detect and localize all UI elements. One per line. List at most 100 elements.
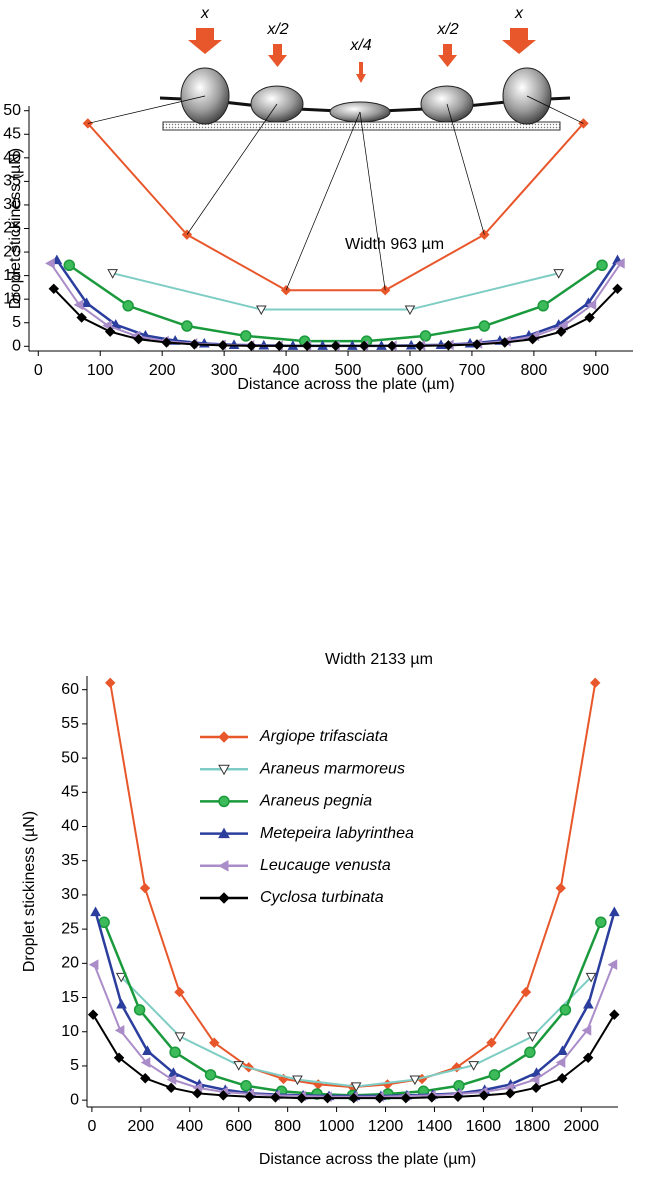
marker	[73, 299, 84, 311]
marker	[558, 320, 568, 331]
marker	[348, 1092, 359, 1104]
marker	[296, 1092, 307, 1104]
y-tick-label: 30	[61, 886, 79, 903]
marker	[142, 1045, 153, 1056]
marker	[404, 305, 416, 316]
marker	[45, 258, 55, 269]
marker	[113, 1052, 125, 1063]
marker	[414, 340, 426, 352]
y-tick-label: 40	[3, 149, 21, 166]
x-tick-label: 400	[176, 1118, 203, 1135]
marker	[217, 859, 229, 872]
connector	[186, 103, 278, 235]
y-tick-label: 15	[3, 267, 21, 284]
y-tick-label: 30	[3, 196, 21, 213]
marker	[409, 1075, 421, 1086]
diagram: x x/2 x/4 x/2 x	[159, 5, 571, 131]
x-tick-label: 800	[521, 362, 548, 379]
marker	[209, 1037, 220, 1048]
marker	[218, 731, 230, 743]
marker	[537, 300, 549, 312]
marker	[218, 764, 230, 776]
marker	[555, 326, 567, 337]
marker	[555, 882, 566, 894]
marker	[88, 959, 99, 971]
marker	[504, 1088, 516, 1099]
series-line	[87, 122, 585, 292]
y-tick-label: 50	[61, 749, 79, 766]
marker	[559, 1004, 572, 1016]
marker	[244, 1091, 255, 1102]
marker	[557, 1073, 568, 1084]
x-tick-label: 1000	[319, 1118, 355, 1135]
marker	[499, 337, 510, 348]
legend-label: Araneus marmoreus	[259, 760, 405, 777]
marker	[76, 312, 87, 323]
marker	[524, 1046, 536, 1059]
marker	[246, 340, 257, 352]
series-line	[112, 272, 559, 311]
y-axis-title: Droplet stickiness (µN)	[7, 148, 24, 309]
series-line	[102, 921, 603, 1097]
marker	[609, 1009, 620, 1020]
marker	[426, 1092, 437, 1103]
load-label: x/2	[266, 21, 288, 38]
marker	[87, 1009, 99, 1020]
x-tick-label: 500	[335, 362, 362, 379]
marker	[274, 340, 285, 352]
marker	[322, 1092, 333, 1104]
y-tick-label: 45	[61, 784, 79, 801]
marker	[596, 259, 608, 271]
marker	[218, 892, 230, 904]
marker	[584, 312, 595, 323]
x-tick-label: 900	[582, 362, 609, 379]
marker	[527, 334, 538, 345]
x-tick-label: 100	[87, 362, 114, 379]
load-arrow	[268, 44, 287, 67]
marker	[382, 1079, 393, 1090]
marker	[63, 259, 76, 271]
marker	[486, 1037, 497, 1048]
load-label: x/4	[349, 37, 371, 54]
marker	[133, 334, 144, 345]
connector	[526, 95, 584, 124]
marker	[114, 1025, 125, 1036]
x-tick-label: 0	[34, 362, 43, 379]
marker	[161, 337, 172, 348]
marker	[527, 1032, 538, 1043]
marker	[615, 258, 625, 269]
marker	[166, 1074, 177, 1085]
marker	[133, 1004, 146, 1016]
marker	[105, 677, 116, 689]
marker	[608, 906, 620, 917]
marker	[270, 1092, 281, 1103]
marker	[478, 320, 491, 332]
y-tick-label: 25	[61, 920, 79, 937]
marker	[218, 795, 230, 808]
marker	[488, 1069, 501, 1081]
legend-label: Leucauge venusta	[260, 857, 391, 874]
marker	[529, 1074, 540, 1085]
marker	[240, 1080, 252, 1092]
y-tick-label: 10	[61, 1023, 79, 1040]
marker	[218, 1090, 229, 1101]
marker	[586, 299, 597, 311]
legend-label: Cyclosa turbinata	[260, 889, 384, 906]
marker	[140, 1073, 151, 1084]
marker	[233, 1061, 245, 1071]
marker	[48, 283, 59, 295]
marker	[292, 1075, 303, 1086]
x-tick-label: 300	[211, 362, 238, 379]
marker	[582, 1052, 594, 1063]
marker	[583, 998, 594, 1009]
x-tick-label: 1400	[417, 1118, 453, 1135]
marker	[400, 1092, 412, 1104]
x-tick-label: 1200	[368, 1118, 404, 1135]
connector	[87, 95, 206, 124]
marker	[452, 1091, 464, 1102]
marker	[386, 340, 398, 352]
marker	[122, 300, 134, 312]
legend-label: Argiope trifasciata	[259, 728, 388, 745]
marker	[478, 1090, 490, 1101]
